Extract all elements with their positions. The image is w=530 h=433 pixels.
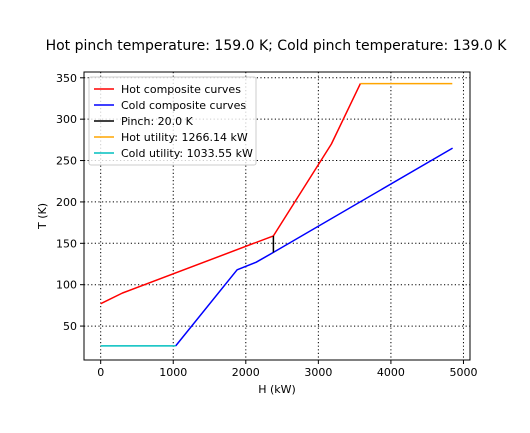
x-axis-ticks: 0 1000 2000 3000 4000 5000 (97, 360, 477, 379)
plot-frame (83, 71, 471, 361)
legend-label: Pinch: 20.0 K (121, 115, 194, 128)
x-tick-label: 4000 (377, 366, 405, 379)
y-tick-label: 250 (56, 155, 77, 168)
x-axis-label: H (kW) (258, 383, 296, 396)
y-tick-label: 100 (56, 279, 77, 292)
y-axis-ticks: 50 100 150 200 250 300 350 (56, 72, 84, 333)
x-tick-label: 1000 (159, 366, 187, 379)
y-tick-label: 350 (56, 72, 77, 85)
legend: Hot composite curves Cold composite curve… (88, 76, 257, 166)
x-tick-label: 2000 (232, 366, 260, 379)
y-tick-label: 300 (56, 113, 77, 126)
x-tick-label: 0 (97, 366, 104, 379)
y-tick-label: 200 (56, 196, 77, 209)
y-tick-label: 50 (63, 320, 77, 333)
x-tick-label: 3000 (304, 366, 332, 379)
legend-box (88, 76, 257, 166)
chart-title: Hot pinch temperature: 159.0 K; Cold pin… (46, 38, 508, 54)
legend-label: Cold utility: 1033.55 kW (121, 147, 253, 160)
y-tick-label: 150 (56, 237, 77, 250)
legend-label: Hot utility: 1266.14 kW (121, 131, 248, 144)
series-line-1 (175, 147, 453, 347)
series-lines (100, 82, 453, 347)
legend-label: Hot composite curves (121, 83, 241, 96)
legend-label: Cold composite curves (121, 99, 246, 112)
x-tick-label: 5000 (449, 366, 477, 379)
y-axis-label: T (K) (36, 203, 49, 230)
